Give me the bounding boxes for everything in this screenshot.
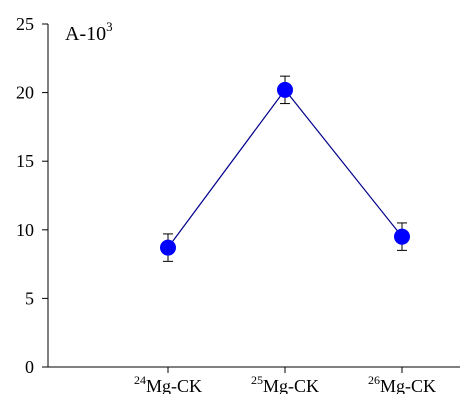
series xyxy=(160,75,410,262)
x-tick-label-text: Mg-CK xyxy=(146,376,202,394)
data-point xyxy=(160,239,176,256)
y-tick-label: 25 xyxy=(16,14,34,34)
x-tick-label-isotope: 26 xyxy=(368,373,380,387)
y-tick-label: 15 xyxy=(16,151,34,171)
x-tick-label-text: Mg-CK xyxy=(380,376,436,394)
y-tick-label: 10 xyxy=(16,220,34,240)
y-axis-ticks: 0 5 10 15 20 25 xyxy=(16,14,48,377)
x-tick-label: 25Mg-CK xyxy=(251,373,319,394)
x-tick-label-isotope: 24 xyxy=(134,373,146,387)
y-axis-label-exponent: 3 xyxy=(106,19,113,34)
data-point xyxy=(277,81,293,98)
x-tick-label: 26Mg-CK xyxy=(368,373,436,394)
data-point xyxy=(394,228,410,245)
x-tick-label-text: Mg-CK xyxy=(263,376,319,394)
series-line xyxy=(167,88,403,248)
x-tick-label-isotope: 25 xyxy=(251,373,263,387)
y-tick-label: 20 xyxy=(16,83,34,103)
x-tick-label: 24Mg-CK xyxy=(134,373,202,394)
y-axis-label-base: A-10 xyxy=(65,23,106,45)
y-tick-label: 5 xyxy=(25,288,34,308)
y-axis-label: A-103 xyxy=(65,19,113,45)
x-axis-ticks: 24Mg-CK 25Mg-CK 26Mg-CK xyxy=(134,367,436,394)
axes xyxy=(47,24,460,368)
y-tick-label: 0 xyxy=(25,357,34,377)
